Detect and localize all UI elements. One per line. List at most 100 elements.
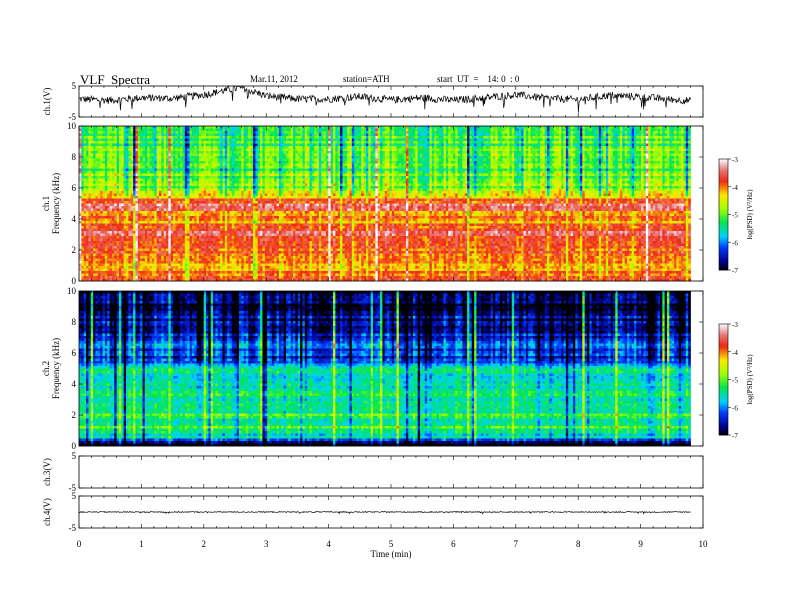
ch2-spectrogram-colorbar-tick-label: -3 — [732, 321, 738, 329]
date-label: Mar.11, 2012 — [250, 74, 298, 84]
ch1-spectrogram-colorbar-cell — [719, 229, 728, 232]
ch1-spectrogram-colorbar-cell — [719, 238, 728, 241]
ch1-spectrogram-colorbar-cell — [719, 181, 728, 184]
ch2-spectrogram-colorbar-cell — [719, 420, 728, 423]
ch4-waveform-trace — [78, 510, 691, 515]
ch2-spectrogram-colorbar-cell — [719, 407, 728, 410]
ch2-spectrogram-colorbar-cell — [719, 346, 728, 349]
ch2-spectrogram-colorbar-cell — [719, 422, 728, 425]
ch1-waveform-frame — [78, 85, 704, 118]
ch1-spectrogram-heatmap — [79, 126, 691, 282]
ch2-spectrogram-ylabel: Frequency (kHz) — [51, 338, 61, 399]
ch2-spectrogram-colorbar-cell — [719, 418, 728, 421]
station-label: station=ATH — [343, 74, 390, 84]
ch1-spectrogram-colorbar-cell — [719, 203, 728, 206]
ch2-spectrogram-colorbar-cell — [719, 392, 728, 395]
ch2-spectrogram-colorbar-cell — [719, 325, 728, 329]
ch1-spectrogram-colorbar-cell — [719, 183, 728, 186]
ch2-spectrogram-colorbar-cell — [719, 342, 728, 345]
ch1-spectrogram-colorbar-cell — [719, 262, 728, 265]
ch1-spectrogram-colorbar-cell — [719, 240, 728, 243]
ch2-spectrogram-colorbar-cell — [719, 368, 728, 371]
ch2-spectrogram-colorbar-cell — [719, 370, 728, 373]
ch1-spectrogram-colorbar-tick-label: -7 — [732, 267, 738, 275]
ch1-waveform-ytick-label: -5 — [69, 112, 77, 122]
ch1-spectrogram-colorbar-cell — [719, 255, 728, 258]
ch2-spectrogram-colorbar-cell — [719, 399, 728, 403]
ch1-spectrogram-colorbar-cell — [719, 236, 728, 239]
ch2-spectrogram-colorbar-cell — [719, 396, 728, 399]
ch1-spectrogram-colorbar-cell — [719, 166, 728, 169]
ch2-spectrogram-colorbar-cell — [719, 429, 728, 432]
ch2-spectrogram-ytick-label: 8 — [72, 317, 77, 327]
ch1-spectrogram-colorbar-cell — [719, 179, 728, 182]
ch1-spectrogram-colorbar-cell — [719, 257, 728, 260]
ch1-spectrogram-colorbar-cell — [719, 162, 728, 165]
ch1-spectrogram-colorbar-cell — [719, 160, 728, 164]
ch2-spectrogram-colorbar-tick-label: -5 — [732, 377, 738, 385]
ch2-spectrogram-channel-label: ch.2 — [41, 361, 51, 376]
ch1-spectrogram-colorbar-cell — [719, 192, 728, 195]
ch1-spectrogram-colorbar-cell — [719, 266, 728, 269]
start-time-label: start UT = 14: 0 : 0 — [437, 74, 519, 84]
ch2-spectrogram-colorbar-cell — [719, 357, 728, 360]
x-tick-label: 0 — [77, 539, 82, 549]
ch1-spectrogram-colorbar-cell — [719, 199, 728, 202]
x-tick-label: 2 — [202, 539, 207, 549]
ch1-spectrogram-colorbar-cell — [719, 171, 728, 175]
x-tick-label: 1 — [139, 539, 144, 549]
ch3-waveform-ylabel: ch.3(V) — [42, 458, 52, 486]
ch1-spectrogram-colorbar-cell — [719, 159, 728, 162]
ch1-spectrogram-ytick-label: 10 — [67, 121, 77, 131]
ch1-spectrogram-colorbar-cell — [719, 214, 728, 217]
ch2-spectrogram-colorbar-cell — [719, 364, 728, 367]
ch1-spectrogram-colorbar-cell — [719, 173, 728, 177]
x-tick-label: 5 — [389, 539, 394, 549]
ch2-spectrogram-colorbar-cell — [719, 398, 728, 401]
ch2-spectrogram-colorbar-cell — [719, 412, 728, 416]
ch1-spectrogram-colorbar-cell — [719, 242, 728, 245]
ch2-spectrogram-colorbar-cell — [719, 377, 728, 380]
ch2-spectrogram-colorbar-cell — [719, 410, 728, 414]
ch1-waveform-ytick-label: 5 — [72, 81, 77, 91]
ch2-spectrogram-colorbar-cell — [719, 344, 728, 347]
ch1-spectrogram-colorbar-cell — [719, 177, 728, 180]
ch1-spectrogram-colorbar-cell — [719, 220, 728, 223]
x-tick-label: 9 — [638, 539, 643, 549]
ch1-spectrogram-colorbar-cell — [719, 225, 728, 228]
ch1-spectrogram-colorbar-cell — [719, 223, 728, 226]
ch2-spectrogram-heatmap — [79, 291, 691, 447]
ch2-spectrogram-colorbar-cell — [719, 383, 728, 386]
ch1-spectrogram-colorbar-cell — [719, 210, 728, 214]
ch2-spectrogram-colorbar-cell — [719, 355, 728, 358]
ch1-spectrogram-colorbar-cell — [719, 249, 728, 252]
ch1-spectrogram-channel-label: ch.1 — [41, 196, 51, 211]
ch1-spectrogram-ytick-label: 4 — [72, 214, 77, 224]
ch1-spectrogram-colorbar-cell — [719, 251, 728, 254]
x-axis-label: Time (min) — [371, 549, 412, 559]
ch2-spectrogram-colorbar-cell — [719, 394, 728, 397]
ch2-spectrogram-colorbar-cell — [719, 386, 728, 390]
ch2-spectrogram-ytick-label: 10 — [67, 286, 77, 296]
ch2-spectrogram-colorbar-label: log(PSD) (V²/Hz) — [746, 354, 754, 405]
ch2-spectrogram-colorbar-cell — [719, 379, 728, 382]
ch2-spectrogram-colorbar-cell — [719, 348, 728, 351]
ch4-waveform-ylabel: ch.4(V) — [42, 498, 52, 526]
ch2-spectrogram-colorbar-cell — [719, 327, 728, 330]
ch2-spectrogram-colorbar-cell — [719, 351, 728, 354]
ch1-spectrogram-colorbar-cell — [719, 258, 728, 262]
ch2-spectrogram-colorbar-cell — [719, 423, 728, 427]
ch2-spectrogram-colorbar-cell — [719, 390, 728, 393]
ch2-spectrogram-colorbar-cell — [719, 349, 728, 353]
ch2-spectrogram-colorbar-cell — [719, 416, 728, 419]
ch2-spectrogram-colorbar-cell — [719, 401, 728, 404]
ch1-spectrogram-colorbar-tick-label: -6 — [732, 239, 738, 247]
ch2-spectrogram-colorbar-cell — [719, 425, 728, 428]
ch2-spectrogram-colorbar-cell — [719, 409, 728, 412]
ch4-waveform-ytick-label: -5 — [69, 523, 77, 533]
ch3-waveform-ytick-label: -5 — [69, 483, 77, 493]
ch2-spectrogram-colorbar-cell — [719, 340, 728, 343]
ch3-waveform-ytick-label: 5 — [72, 451, 77, 461]
ch1-spectrogram-colorbar-cell — [719, 212, 728, 215]
